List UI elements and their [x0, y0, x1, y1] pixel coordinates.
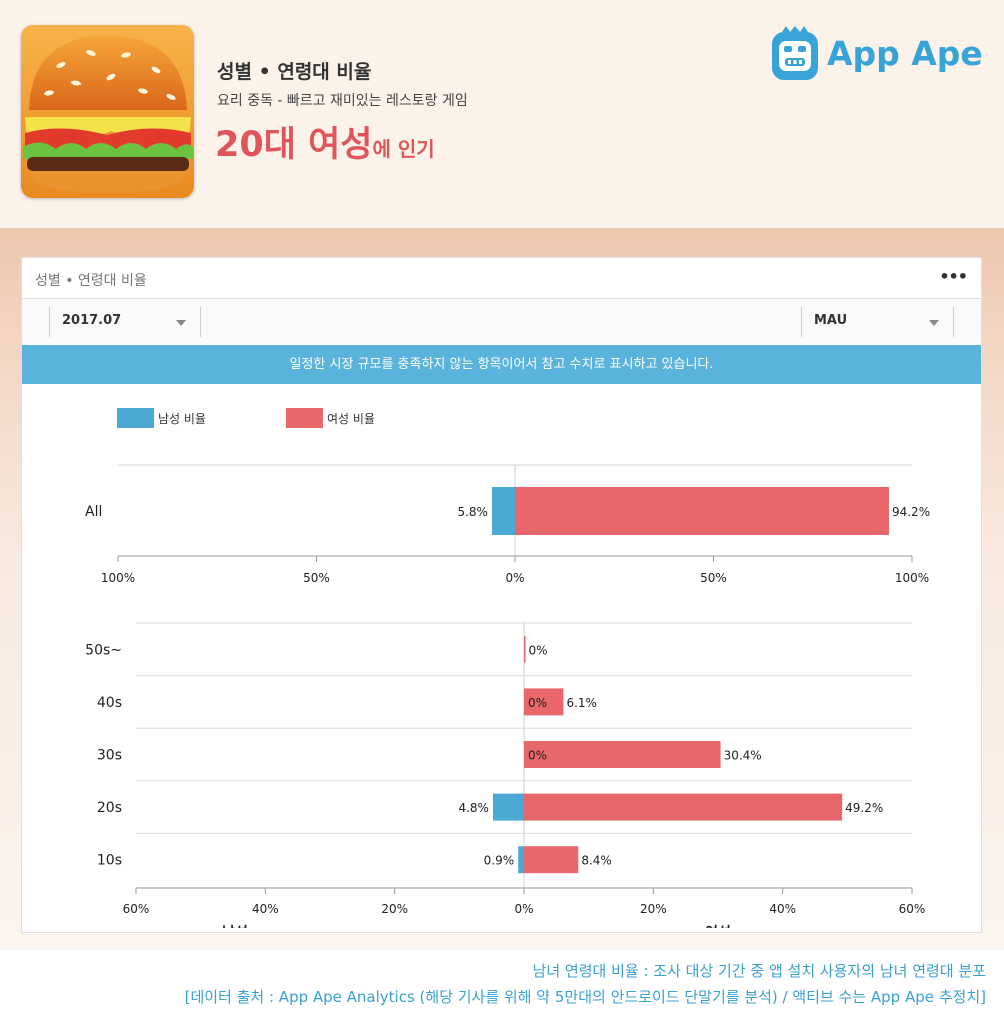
category-label: 20s [97, 800, 122, 816]
page-title: 성별 • 연령대 비율 [217, 61, 372, 83]
chart-area: All 5.8% 94.2% 100% 50% 0% 50% 100% 50s~ 0% 40s 0% 6… [85, 464, 930, 928]
bar-male [492, 793, 524, 821]
data-label-female: 0% [529, 643, 548, 657]
logo-text: App Ape [827, 34, 983, 73]
tick-label: 60% [123, 902, 150, 916]
bar-female [515, 487, 889, 535]
controls-bar: 2017.07 MAU [22, 298, 981, 345]
x-axis-label-male: 남성 [222, 924, 248, 928]
highlight: 20대 여성에 인기 [215, 116, 435, 167]
category-label: All [85, 504, 102, 520]
burger-icon [21, 25, 194, 198]
data-label-female: 30.4% [724, 749, 762, 763]
x-axis-label-female: 여성 [705, 924, 731, 928]
data-label-male-zero: 0% [528, 749, 547, 763]
ape-mascot-icon [772, 26, 818, 80]
period-select[interactable]: 2017.07 [49, 307, 201, 337]
chevron-down-icon [176, 320, 186, 326]
bar-female [524, 793, 843, 821]
bar-female [524, 688, 564, 716]
data-label-female: 94.2% [892, 505, 930, 519]
period-select-value: 2017.07 [62, 313, 122, 328]
tick-label: 50% [303, 571, 330, 585]
data-label-female: 8.4% [581, 854, 612, 868]
category-label: 30s [97, 748, 122, 764]
data-label-male-zero: 0% [528, 696, 547, 710]
tick-label: 60% [899, 902, 926, 916]
legend-label-female: 여성 비율 [327, 412, 375, 426]
category-label: 40s [97, 695, 122, 711]
header: 성별 • 연령대 비율 요리 중독 - 빠르고 재미있는 레스토랑 게임 20대… [0, 0, 1004, 228]
chart-card: 성별 • 연령대 비율 ••• 2017.07 MAU 일정한 시장 규모를 충… [21, 257, 982, 933]
data-label-female: 6.1% [566, 696, 597, 710]
tick-label: 100% [101, 571, 135, 585]
chevron-down-icon [929, 320, 939, 326]
legend-swatch-male [117, 408, 154, 428]
tick-label: 40% [769, 902, 796, 916]
metric-select[interactable]: MAU [801, 307, 954, 337]
legend-swatch-female [286, 408, 323, 428]
tick-label: 20% [640, 902, 667, 916]
category-label: 50s~ [85, 642, 122, 658]
more-options-button[interactable]: ••• [939, 267, 968, 286]
data-label-female: 49.2% [845, 801, 883, 815]
notice-banner: 일정한 시장 규모를 충족하지 않는 항목이어서 참고 수치로 표시하고 있습니… [22, 345, 981, 384]
bar-female [524, 846, 579, 874]
tick-label: 50% [700, 571, 727, 585]
data-label-male: 5.8% [457, 505, 488, 519]
tick-label: 0% [505, 571, 524, 585]
bar-male [491, 487, 515, 535]
highlight-big: 20대 여성 [215, 125, 373, 165]
tick-label: 40% [252, 902, 279, 916]
data-label-male: 0.9% [484, 854, 515, 868]
bar-female [524, 635, 526, 663]
bar-male [518, 846, 524, 874]
legend-label-male: 남성 비율 [158, 412, 206, 426]
data-label-male: 4.8% [458, 801, 489, 815]
footer-note: 남녀 연령대 비율 : 조사 대상 기간 중 앱 설치 사용자의 남녀 연령대 … [532, 962, 986, 980]
footer-source: [데이터 출처 : App Ape Analytics (해당 기사를 위해 약… [184, 988, 986, 1006]
bar-female [524, 741, 721, 768]
card-title: 성별 • 연령대 비율 [35, 273, 147, 289]
tick-label: 100% [895, 571, 929, 585]
metric-select-value: MAU [814, 313, 848, 328]
category-label: 10s [97, 853, 122, 869]
page-subtitle: 요리 중독 - 빠르고 재미있는 레스토랑 게임 [217, 93, 468, 109]
highlight-small: 에 인기 [372, 137, 435, 161]
tick-label: 20% [381, 902, 408, 916]
app-ape-logo: App Ape [770, 26, 983, 84]
tick-label: 0% [514, 902, 533, 916]
